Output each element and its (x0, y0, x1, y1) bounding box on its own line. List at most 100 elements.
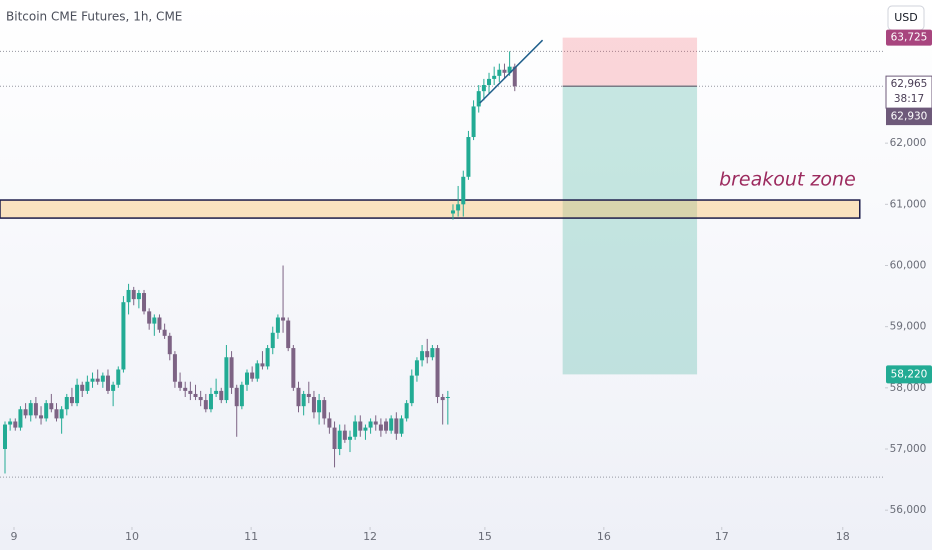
candle-body (39, 415, 44, 419)
candle-body (270, 332, 275, 349)
candle-body (157, 317, 162, 330)
stop-zone (562, 37, 698, 87)
price-tag (886, 365, 932, 384)
countdown: 38:17 (894, 93, 924, 105)
candle-body (265, 348, 270, 367)
candle-body (224, 357, 229, 401)
target-zone (562, 86, 698, 375)
y-tick-label: 59,000 (890, 321, 927, 333)
candle-body (54, 409, 59, 419)
candle-body (425, 351, 430, 358)
candle-body (90, 378, 95, 382)
candle-body (497, 69, 502, 76)
candle-body (172, 354, 177, 382)
y-tick-label: 57,000 (890, 443, 927, 455)
candle-body (75, 384, 80, 404)
candle-body (126, 289, 131, 303)
x-tick-label: 12 (363, 530, 377, 543)
candle-body (466, 137, 471, 177)
x-tick-label: 9 (11, 530, 18, 543)
candle-body (492, 75, 497, 79)
candle-body (394, 418, 399, 434)
candle-body (286, 320, 291, 349)
candle-body (306, 393, 311, 398)
candle-body (147, 311, 152, 324)
candle-body (368, 421, 373, 428)
candle-body (59, 409, 64, 419)
candle-body (64, 397, 69, 410)
y-tick-label: 58,000 (890, 382, 927, 394)
candle-body (430, 348, 435, 358)
candle-body (105, 375, 110, 391)
candle-body (311, 397, 316, 413)
candle-body (188, 390, 193, 394)
candle-body (322, 400, 327, 419)
candle-body (404, 403, 409, 419)
candle-body (131, 289, 136, 300)
y-tick-label: 62,000 (890, 137, 927, 149)
x-tick-label: 18 (836, 530, 850, 543)
candle-body (409, 375, 414, 404)
candle-body (111, 384, 116, 391)
candle-body (512, 66, 517, 87)
candle-body (384, 421, 389, 431)
x-tick-label: 10 (125, 530, 139, 543)
candle-body (229, 357, 234, 388)
breakout-zone (0, 199, 861, 219)
candle-body (239, 384, 244, 407)
candle-body (33, 403, 38, 416)
candle-body (100, 375, 105, 382)
candle-body (250, 372, 255, 379)
candle-body (2, 424, 7, 450)
candle-body (193, 393, 198, 398)
candle-body (445, 397, 450, 399)
candle-body (373, 421, 378, 425)
candle-body (69, 397, 74, 404)
candle-body (291, 348, 296, 388)
candle-body (152, 317, 157, 324)
candle-body (116, 369, 121, 385)
candle-body (208, 393, 213, 410)
candle-body (85, 381, 90, 391)
candle-body (332, 427, 337, 450)
candle-body (435, 348, 440, 398)
candle-body (275, 317, 280, 333)
last-price-label: 62,965 (891, 78, 928, 90)
candle-body (450, 210, 455, 214)
price-label: 58,220 (891, 368, 928, 380)
entry-tag (886, 108, 932, 126)
candle-body (178, 381, 183, 388)
candle-body (234, 387, 239, 407)
x-tick-label: 17 (715, 530, 729, 543)
candle-body (420, 351, 425, 361)
candle-body (13, 421, 18, 428)
candle-body (301, 393, 306, 407)
candle-body (44, 403, 49, 419)
candle-body (8, 421, 13, 425)
candle-body (317, 400, 322, 413)
candle-body (296, 387, 301, 407)
candle-body (121, 302, 126, 370)
candle-body (214, 390, 219, 394)
candle-body (18, 409, 23, 428)
candle-body (471, 106, 476, 138)
candle-body (481, 85, 486, 92)
entry-label: 62,930 (891, 111, 928, 123)
zone-label: breakout zone (719, 169, 856, 191)
x-tick-label: 16 (597, 530, 611, 543)
candle-body (502, 69, 507, 73)
candle-body (378, 424, 383, 431)
candle-body (245, 372, 250, 385)
y-tick-label: 61,000 (890, 198, 927, 210)
currency[interactable]: USD (894, 11, 918, 24)
candle-body (255, 363, 260, 379)
candle-body (49, 403, 54, 410)
x-tick-label: 15 (478, 530, 492, 543)
candle-body (23, 409, 28, 416)
candle-body (28, 403, 33, 416)
price-label: 63,725 (891, 32, 928, 44)
candle-body (476, 91, 481, 107)
candle-body (198, 397, 203, 401)
x-tick-label: 11 (244, 530, 258, 543)
